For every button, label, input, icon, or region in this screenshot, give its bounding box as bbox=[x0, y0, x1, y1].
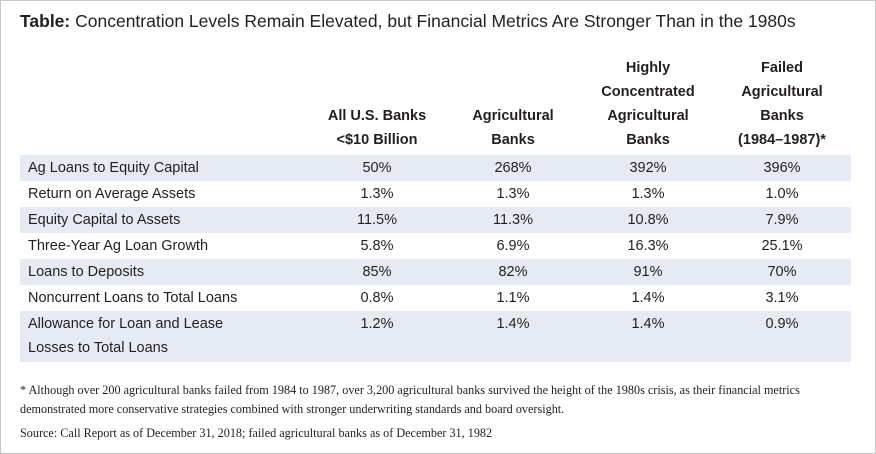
table-title-text: Concentration Levels Remain Elevated, bu… bbox=[70, 11, 796, 31]
header-failed-agricultural: Failed Agricultural Banks (1984–1987)* bbox=[738, 60, 826, 148]
table-row: Loans to Deposits 85% 82% 91% 70% bbox=[20, 259, 851, 285]
cell-value: 1.4% bbox=[443, 311, 583, 362]
cell-value: 91% bbox=[583, 259, 713, 285]
cell-value: 268% bbox=[443, 155, 583, 181]
cell-value: 70% bbox=[713, 259, 851, 285]
cell-value: 0.9% bbox=[713, 311, 851, 362]
cell-value: 1.3% bbox=[496, 186, 530, 202]
header-row: All U.S. Banks <$10 Billion Agricultural… bbox=[20, 56, 851, 155]
row-label: Noncurrent Loans to Total Loans bbox=[28, 290, 238, 306]
table-title-label: Table: bbox=[20, 11, 71, 31]
table-row: Noncurrent Loans to Total Loans 0.8% 1.1… bbox=[20, 285, 851, 311]
cell-value: 1.3% bbox=[360, 186, 394, 202]
cell-value: 3.1% bbox=[765, 290, 799, 306]
metrics-table: All U.S. Banks <$10 Billion Agricultural… bbox=[20, 56, 851, 362]
cell-value: 1.1% bbox=[496, 290, 530, 306]
header-agricultural-banks: Agricultural Banks bbox=[472, 108, 554, 148]
row-label: Return on Average Assets bbox=[28, 186, 196, 202]
header-highly-concentrated: Highly Concentrated Agricultural Banks bbox=[601, 60, 695, 148]
cell-value: 1.2% bbox=[311, 311, 443, 362]
cell-value: 85% bbox=[311, 259, 443, 285]
cell-value: 1.4% bbox=[583, 311, 713, 362]
cell-value: 11.5% bbox=[311, 207, 443, 233]
table-row: Equity Capital to Assets 11.5% 11.3% 10.… bbox=[20, 207, 851, 233]
cell-value: 6.9% bbox=[496, 238, 530, 254]
cell-value: 10.8% bbox=[583, 207, 713, 233]
cell-value: 16.3% bbox=[627, 238, 669, 254]
row-label: Equity Capital to Assets bbox=[20, 207, 311, 233]
cell-value: 11.3% bbox=[443, 207, 583, 233]
header-all-us-banks: All U.S. Banks <$10 Billion bbox=[327, 108, 427, 148]
table-row: Return on Average Assets 1.3% 1.3% 1.3% … bbox=[20, 181, 851, 207]
row-label: Allowance for Loan and Lease Losses to T… bbox=[20, 311, 311, 362]
footnote: * Although over 200 agricultural banks f… bbox=[20, 383, 800, 416]
header-metric bbox=[20, 56, 311, 155]
row-label: Three-Year Ag Loan Growth bbox=[28, 238, 209, 254]
cell-value: 25.1% bbox=[761, 238, 803, 254]
table-row: Allowance for Loan and Lease Losses to T… bbox=[20, 311, 851, 362]
cell-value: 396% bbox=[713, 155, 851, 181]
cell-value: 5.8% bbox=[360, 238, 394, 254]
row-label: Loans to Deposits bbox=[20, 259, 311, 285]
cell-value: 50% bbox=[311, 155, 443, 181]
cell-value: 1.3% bbox=[631, 186, 665, 202]
cell-value: 82% bbox=[443, 259, 583, 285]
cell-value: 1.0% bbox=[765, 186, 799, 202]
table-row: Three-Year Ag Loan Growth 5.8% 6.9% 16.3… bbox=[20, 233, 851, 259]
cell-value: 7.9% bbox=[713, 207, 851, 233]
cell-value: 392% bbox=[583, 155, 713, 181]
table-title: Table: Concentration Levels Remain Eleva… bbox=[20, 11, 796, 32]
cell-value: 0.8% bbox=[360, 290, 394, 306]
row-label: Ag Loans to Equity Capital bbox=[20, 155, 311, 181]
cell-value: 1.4% bbox=[631, 290, 665, 306]
source-note: Source: Call Report as of December 31, 2… bbox=[20, 426, 493, 440]
table-row: Ag Loans to Equity Capital 50% 268% 392%… bbox=[20, 155, 851, 181]
